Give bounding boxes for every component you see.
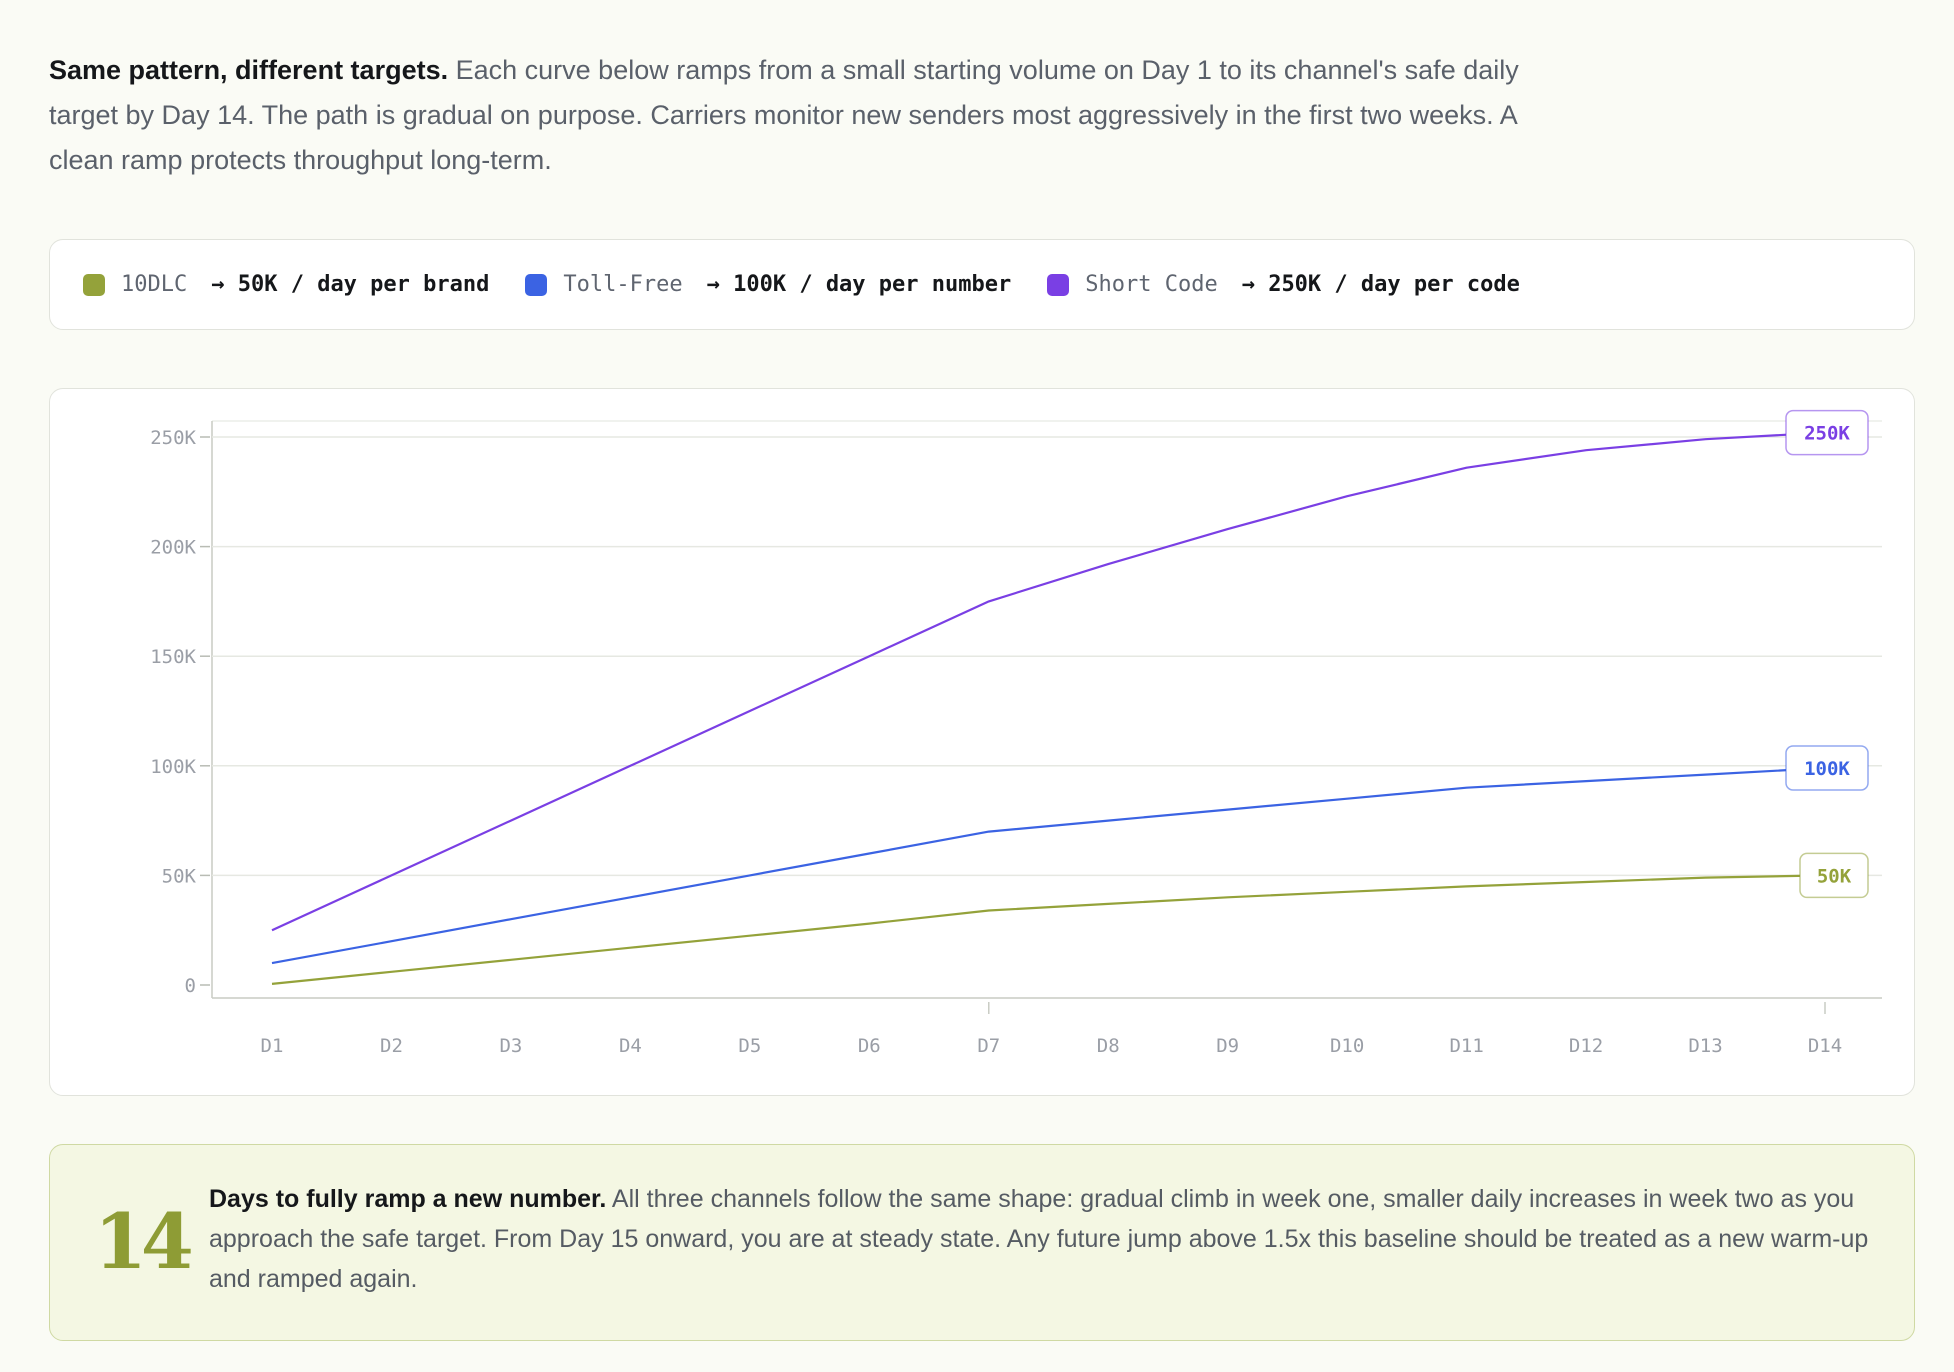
chart-legend: 10DLC → 50K / day per brand Toll-Free → …	[49, 239, 1915, 330]
series-line-toll-free	[271, 766, 1826, 965]
y-tick-label: 250K	[150, 427, 196, 449]
y-tick-label: 0	[185, 975, 196, 997]
legend-name: 10DLC	[121, 272, 188, 297]
legend-item-toll-free: Toll-Free → 100K / day per number	[525, 272, 1011, 297]
x-tick-label: D8	[1097, 1035, 1120, 1057]
x-tick-label: D12	[1569, 1035, 1603, 1057]
x-tick-label: D6	[858, 1035, 881, 1057]
x-tick-label: D13	[1688, 1035, 1722, 1057]
intro-paragraph: Same pattern, different targets. Each cu…	[49, 48, 1569, 183]
callout-number: 14	[94, 1197, 194, 1286]
callout-body: All three channels follow the same shape…	[209, 1185, 1869, 1293]
x-tick-label: D4	[619, 1035, 642, 1057]
end-label-text: 100K	[1804, 758, 1850, 780]
y-tick-label: 100K	[150, 756, 196, 778]
x-tick-label: D5	[738, 1035, 761, 1057]
legend-target: → 50K / day per brand	[211, 272, 490, 297]
end-label-text: 250K	[1804, 423, 1850, 445]
callout-text: Days to fully ramp a new number. All thr…	[209, 1179, 1869, 1299]
ramp-line-chart: 0 50K 100K 150K 200K 250K D1 D2 D3 D4 D5 D6 D7 D8 D9 D1…	[150, 409, 1882, 1057]
series-line-10dlc	[271, 874, 1826, 985]
callout-lead: Days to fully ramp a new number.	[209, 1185, 607, 1213]
x-tick-label: D2	[380, 1035, 403, 1057]
chart-card: 0 50K 100K 150K 200K 250K D1 D2 D3 D4 D5 D6 D7 D8 D9 D1…	[49, 388, 1915, 1096]
end-label-badge	[1785, 745, 1869, 791]
x-tick-label: D9	[1216, 1035, 1239, 1057]
y-tick-label: 200K	[150, 537, 196, 559]
x-tick-label: D3	[499, 1035, 522, 1057]
x-tick-label: D11	[1449, 1035, 1483, 1057]
legend-item-short-code: Short Code → 250K / day per code	[1047, 272, 1520, 297]
x-tick-label: D7	[977, 1035, 1000, 1057]
legend-target: → 100K / day per number	[706, 272, 1012, 297]
end-label-badge	[1785, 409, 1869, 456]
series-line-short-code	[271, 431, 1826, 932]
legend-swatch	[83, 273, 105, 296]
intro-lead: Same pattern, different targets.	[49, 55, 449, 85]
x-tick-label: D1	[261, 1035, 284, 1057]
legend-item-10dlc: 10DLC → 50K / day per brand	[83, 272, 489, 297]
legend-swatch	[525, 273, 548, 296]
legend-name: Toll-Free	[563, 272, 683, 297]
legend-target: → 250K / day per code	[1241, 272, 1520, 297]
y-tick-label: 150K	[150, 646, 196, 668]
legend-swatch	[1047, 273, 1070, 296]
x-tick-label: D14	[1808, 1035, 1842, 1057]
end-label-badge	[1799, 852, 1869, 899]
x-tick-label: D10	[1330, 1035, 1364, 1057]
summary-callout: 14 Days to fully ramp a new number. All …	[49, 1144, 1915, 1341]
intro-body: Each curve below ramps from a small star…	[49, 55, 1519, 175]
y-tick-label: 50K	[162, 865, 197, 887]
end-label-text: 50K	[1817, 865, 1852, 887]
legend-name: Short Code	[1085, 272, 1218, 297]
